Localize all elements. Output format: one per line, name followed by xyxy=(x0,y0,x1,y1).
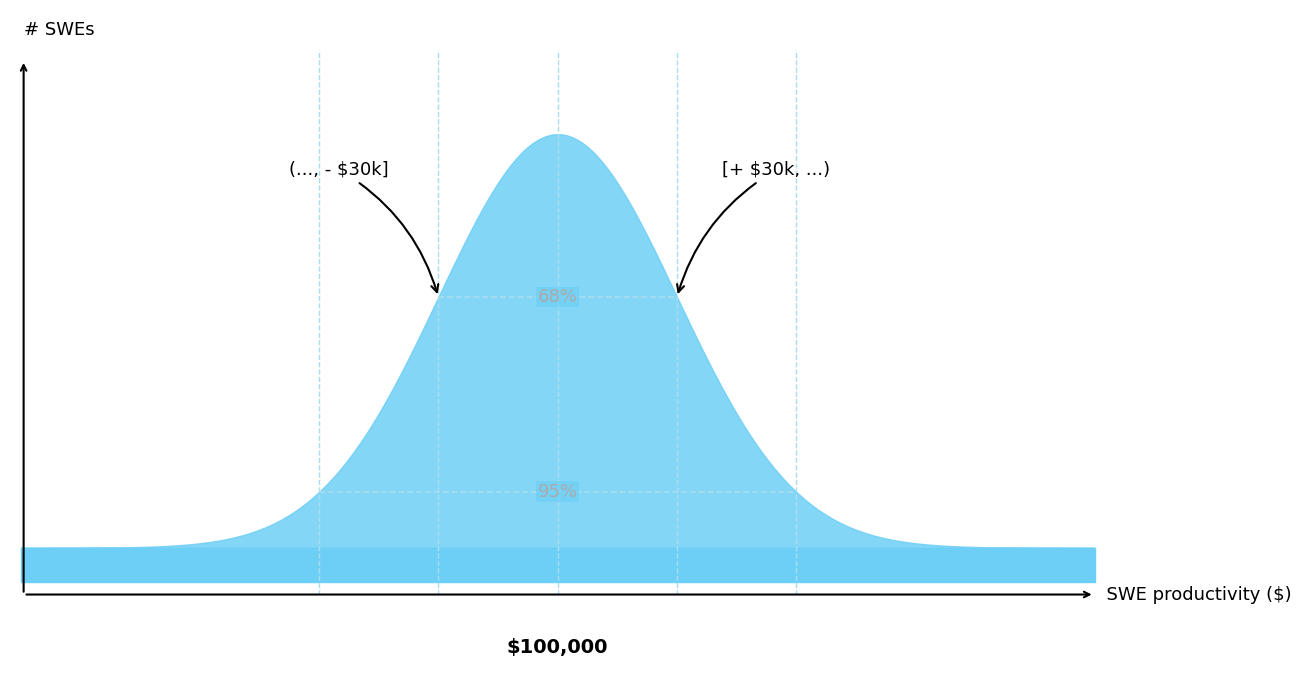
Text: [+ $30k, ...): [+ $30k, ...) xyxy=(677,161,830,292)
Text: # SWEs: # SWEs xyxy=(24,21,94,60)
Text: 68%: 68% xyxy=(538,288,577,306)
Text: $100,000: $100,000 xyxy=(506,638,609,657)
Text: SWE productivity ($): SWE productivity ($) xyxy=(1094,585,1291,604)
Text: 95%: 95% xyxy=(538,483,577,501)
Text: (..., - $30k]: (..., - $30k] xyxy=(289,161,438,292)
